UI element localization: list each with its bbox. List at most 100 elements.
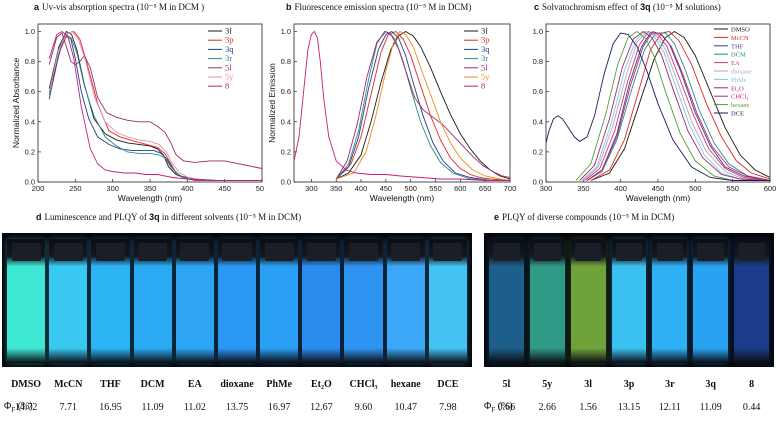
label-DCE: DCE — [437, 379, 459, 390]
b-legend-label: 3q — [481, 44, 490, 54]
c-series-line-DCE — [546, 32, 770, 181]
c-legend-label: PhMe — [731, 77, 747, 84]
label-3q: 3q — [705, 379, 716, 390]
panel-a-title: a Uv-vis absorption spectra (10⁻⁵ M in DC… — [34, 2, 205, 12]
c-ytick-label: 0.8 — [533, 57, 543, 66]
label-PhMe: PhMe — [266, 379, 292, 390]
a-legend-label: 3r — [225, 53, 232, 63]
plqy-table-d: ΦF (%) DMSO 14.72 McCN 7.71 THF 16.95 DCM 11.09… — [0, 375, 476, 424]
b-ytick-label: 1.0 — [281, 27, 291, 36]
label-8: 8 — [749, 379, 755, 390]
label-3p: 3p — [623, 379, 635, 390]
label-5y: 5y — [542, 379, 553, 390]
label-5l: 5l — [502, 379, 511, 390]
b-plot-frame — [293, 23, 511, 183]
plqy-value: 14.72 — [14, 402, 38, 413]
plqy-value: 16.97 — [267, 402, 291, 413]
a-legend-label: 8 — [225, 81, 229, 91]
c-series-line-dioxane — [582, 30, 770, 181]
d-vial-cap — [95, 243, 125, 261]
a-legend-label: 3q — [225, 44, 234, 54]
e-vial-cap — [534, 243, 561, 261]
b-xtick-label: 650 — [479, 184, 492, 193]
panel-e-title: e PLQY of diverse compounds (10⁻⁵ M in DC… — [494, 212, 675, 222]
c-series-line-hexane — [575, 30, 770, 181]
a-ytick-label: 0.8 — [25, 57, 35, 66]
plqy-value: 11.09 — [699, 402, 722, 413]
a-series-line-3p — [48, 30, 262, 181]
c-legend-label: McCN — [731, 35, 749, 42]
c-ytick-label: 0.4 — [533, 117, 543, 126]
a-ytick-label: 0.0 — [25, 178, 35, 187]
c-legend-label: THF — [731, 43, 744, 50]
panel-c-title: c Solvatochromism effect of 3q (10⁻⁵ M so… — [534, 2, 721, 12]
b-xtick-label: 300 — [305, 184, 318, 193]
d-vial-cap — [222, 243, 252, 261]
label-Et₂O: Et₂O — [310, 379, 332, 390]
a-y-axis-label: Normalized Absorbance — [11, 58, 21, 149]
a-legend-label: 5l — [225, 62, 232, 72]
b-xtick-label: 500 — [404, 184, 417, 193]
c-legend-label: DCE — [731, 111, 744, 118]
plqy-value: 11.02 — [183, 402, 206, 413]
c-xtick-label: 400 — [614, 184, 627, 193]
b-x-axis-label: Wavelength (nm) — [370, 193, 435, 203]
b-y-axis-label: Normalized Emission — [267, 63, 277, 143]
d-vial-cap — [264, 243, 294, 261]
a-ytick-label: 1.0 — [25, 27, 35, 36]
c-xtick-label: 300 — [540, 184, 553, 193]
label-hexane: hexane — [390, 379, 421, 390]
c-xtick-label: 500 — [689, 184, 702, 193]
b-legend-label: 5l — [481, 62, 488, 72]
b-ytick-label: 0.8 — [281, 57, 291, 66]
e-vial-cap — [656, 243, 684, 261]
a-xtick-label: 200 — [32, 184, 45, 193]
a-xtick-label: 250 — [69, 184, 82, 193]
e-vial-cap — [738, 243, 765, 261]
d-vial-cap — [349, 243, 379, 261]
plqy-value: 13.75 — [225, 402, 249, 413]
panel-d-title: d Luminescence and PLQY of 3q in differen… — [36, 212, 302, 222]
b-legend-label: 3p — [481, 35, 490, 45]
b-ytick-label: 0.2 — [281, 147, 291, 156]
label-dioxane: dioxane — [220, 379, 254, 390]
a-series-line-3r — [48, 33, 262, 181]
e-vial-cap — [493, 243, 520, 261]
b-xtick-label: 400 — [355, 184, 368, 193]
a-series-line-8 — [48, 30, 262, 181]
b-series-line-5y — [336, 30, 510, 181]
b-series-line-3q — [335, 30, 510, 181]
d-vial-cap — [306, 243, 336, 261]
b-ytick-label: 0.6 — [281, 87, 291, 96]
c-legend-label: CHCl₃ — [731, 94, 748, 101]
c-legend-label: dioxane — [731, 69, 752, 76]
plqy-value: 11.09 — [141, 402, 164, 413]
b-ytick-label: 0.0 — [281, 178, 291, 187]
c-series-line-DCM — [586, 32, 770, 181]
phi-row-label-d: ΦF (%) — [4, 401, 33, 414]
label-3r: 3r — [665, 379, 675, 390]
label-CHCl₃: CHCl₃ — [349, 379, 378, 390]
vials-photo-d — [2, 233, 472, 367]
a-x-axis-label: Wavelength (nm) — [118, 193, 183, 203]
c-legend-label: EA — [731, 60, 740, 67]
label-McCN: McCN — [54, 379, 83, 390]
chart-c: 300 350 400 450 500 550 600 0.0 0.2 0.4 0.6 0.8 1.0 W… — [533, 23, 776, 203]
label-DCM: DCM — [140, 379, 165, 390]
a-ytick-label: 0.6 — [25, 87, 35, 96]
c-xtick-label: 600 — [764, 184, 776, 193]
plqy-value: 13.15 — [617, 402, 641, 413]
c-legend-label: hexane — [731, 102, 750, 109]
vials-photo-e — [484, 233, 774, 367]
plqy-value: 9.60 — [354, 402, 373, 413]
plqy-value: 2.66 — [538, 402, 557, 413]
e-vial-cap — [574, 243, 602, 261]
plqy-value: 0.66 — [497, 402, 516, 413]
chart-b: 300 350 400 450 500 550 600 650 700 0.0 0.2 0.4 0.6 0… — [267, 23, 516, 203]
c-series-line-PhMe — [581, 30, 770, 181]
b-series-line-3l — [336, 30, 510, 180]
plqy-value: 7.71 — [59, 402, 78, 413]
b-series-line-8 — [294, 30, 510, 181]
b-xtick-label: 600 — [454, 184, 467, 193]
